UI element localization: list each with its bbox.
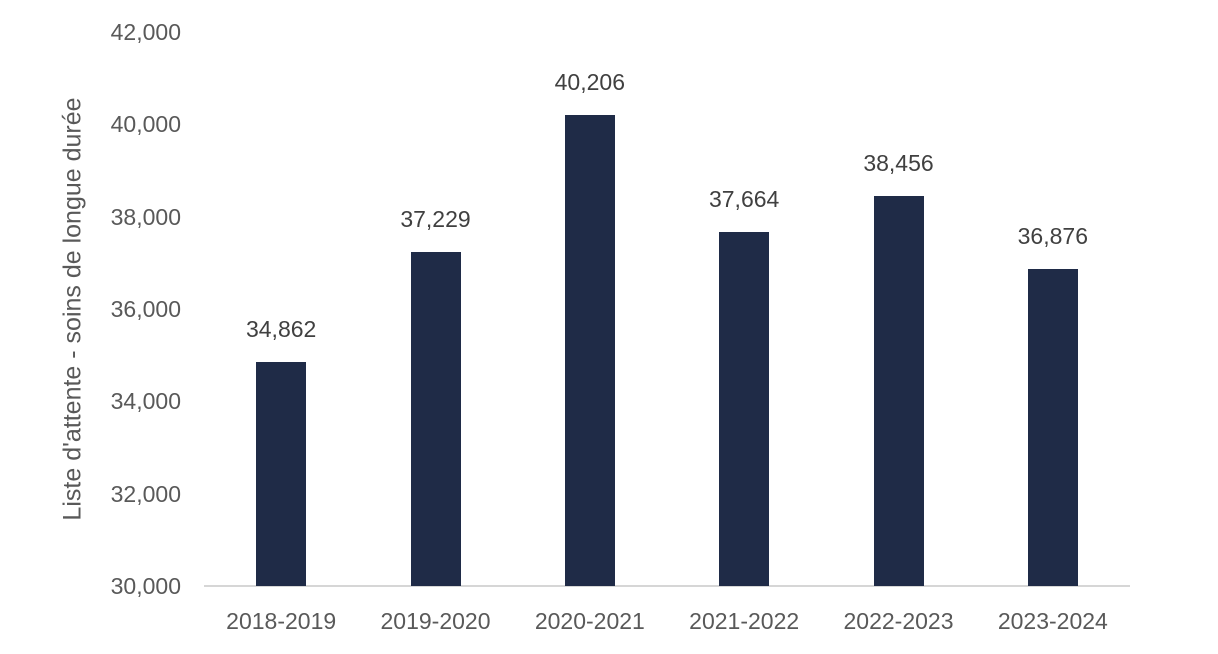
y-tick-label: 40,000	[110, 111, 181, 138]
x-tick-label: 2022-2023	[843, 608, 954, 634]
bar	[256, 361, 307, 586]
y-tick-label: 38,000	[110, 203, 181, 230]
data-label: 34,862	[245, 315, 317, 342]
bar	[410, 252, 461, 586]
bar	[719, 232, 770, 586]
y-tick-label: 36,000	[110, 296, 181, 322]
bar	[564, 114, 615, 586]
x-tick-label: 2021-2022	[689, 608, 800, 634]
y-tick-label: 30,000	[110, 573, 181, 599]
data-label: 40,206	[554, 68, 625, 95]
x-tick-label: 2019-2020	[380, 608, 491, 634]
x-tick-label: 2020-2021	[534, 608, 645, 634]
x-tick-label: 2018-2019	[226, 608, 337, 634]
y-tick-label: 42,000	[110, 19, 181, 45]
x-axis-line	[204, 585, 1130, 587]
data-label: 37,664	[708, 186, 780, 213]
x-tick-label: 2023-2024	[997, 608, 1108, 634]
bar	[873, 195, 924, 586]
data-label: 36,876	[1017, 222, 1088, 249]
data-label: 38,456	[863, 149, 934, 176]
data-label: 37,229	[400, 206, 471, 233]
bar	[1027, 268, 1078, 586]
y-tick-label: 34,000	[110, 388, 181, 415]
y-tick-label: 32,000	[110, 480, 181, 507]
